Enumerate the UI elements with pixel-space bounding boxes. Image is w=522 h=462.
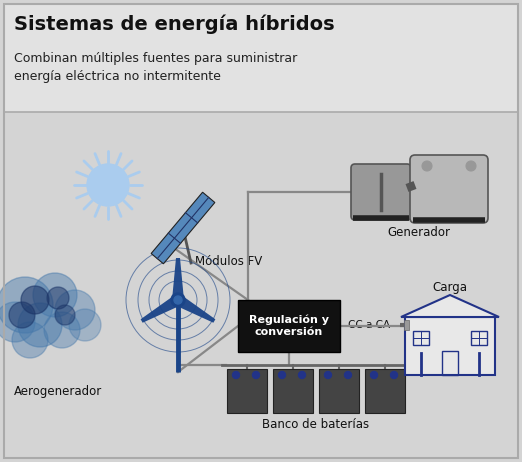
Polygon shape bbox=[151, 192, 215, 264]
Circle shape bbox=[422, 161, 432, 171]
Circle shape bbox=[390, 371, 397, 378]
Circle shape bbox=[174, 296, 182, 304]
Polygon shape bbox=[401, 295, 499, 317]
Circle shape bbox=[171, 293, 185, 307]
Circle shape bbox=[47, 287, 69, 309]
Circle shape bbox=[299, 371, 305, 378]
Circle shape bbox=[232, 371, 240, 378]
FancyBboxPatch shape bbox=[410, 155, 488, 223]
Circle shape bbox=[21, 286, 49, 314]
Circle shape bbox=[12, 322, 48, 358]
Text: Generador: Generador bbox=[387, 226, 450, 239]
Circle shape bbox=[44, 312, 80, 348]
Text: Banco de baterías: Banco de baterías bbox=[263, 418, 370, 431]
Circle shape bbox=[33, 273, 77, 317]
FancyBboxPatch shape bbox=[405, 317, 495, 375]
FancyBboxPatch shape bbox=[238, 300, 340, 352]
Circle shape bbox=[18, 303, 62, 347]
Circle shape bbox=[325, 371, 331, 378]
Circle shape bbox=[87, 164, 129, 206]
Polygon shape bbox=[140, 295, 181, 323]
Circle shape bbox=[371, 371, 377, 378]
Circle shape bbox=[9, 302, 35, 328]
Circle shape bbox=[69, 309, 101, 341]
FancyBboxPatch shape bbox=[273, 369, 313, 413]
FancyBboxPatch shape bbox=[404, 320, 409, 330]
Circle shape bbox=[253, 371, 259, 378]
Text: Sistemas de energía híbridos: Sistemas de energía híbridos bbox=[14, 14, 335, 34]
FancyBboxPatch shape bbox=[319, 369, 359, 413]
Circle shape bbox=[466, 161, 476, 171]
FancyBboxPatch shape bbox=[365, 369, 405, 413]
Polygon shape bbox=[172, 258, 184, 300]
Circle shape bbox=[0, 302, 35, 342]
Circle shape bbox=[55, 290, 95, 330]
Polygon shape bbox=[175, 295, 216, 323]
Text: Aerogenerador: Aerogenerador bbox=[14, 385, 102, 398]
Text: Módulos FV: Módulos FV bbox=[195, 255, 262, 268]
Text: Carga: Carga bbox=[433, 281, 468, 294]
Circle shape bbox=[345, 371, 351, 378]
Text: Combinan múltiples fuentes para suministrar
energía eléctrica no intermitente: Combinan múltiples fuentes para suminist… bbox=[14, 52, 297, 83]
FancyBboxPatch shape bbox=[227, 369, 267, 413]
Text: Regulación y
conversión: Regulación y conversión bbox=[249, 315, 329, 337]
Text: CC a CA: CC a CA bbox=[348, 320, 390, 330]
Circle shape bbox=[279, 371, 286, 378]
FancyBboxPatch shape bbox=[351, 164, 411, 220]
Circle shape bbox=[55, 305, 75, 325]
FancyBboxPatch shape bbox=[4, 4, 518, 112]
Circle shape bbox=[0, 277, 53, 333]
